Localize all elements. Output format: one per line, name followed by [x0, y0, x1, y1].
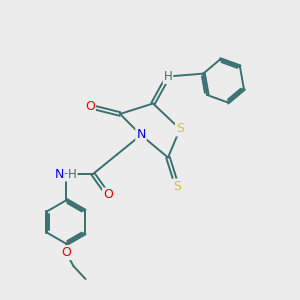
Text: H: H: [164, 70, 172, 83]
Text: N: N: [55, 167, 64, 181]
Text: O: O: [61, 246, 71, 259]
Text: S: S: [173, 179, 181, 193]
Text: H: H: [61, 167, 70, 181]
Text: H: H: [68, 167, 77, 181]
Text: O: O: [85, 100, 95, 113]
Text: O: O: [103, 188, 113, 202]
Text: N: N: [136, 128, 146, 142]
Text: S: S: [176, 122, 184, 136]
